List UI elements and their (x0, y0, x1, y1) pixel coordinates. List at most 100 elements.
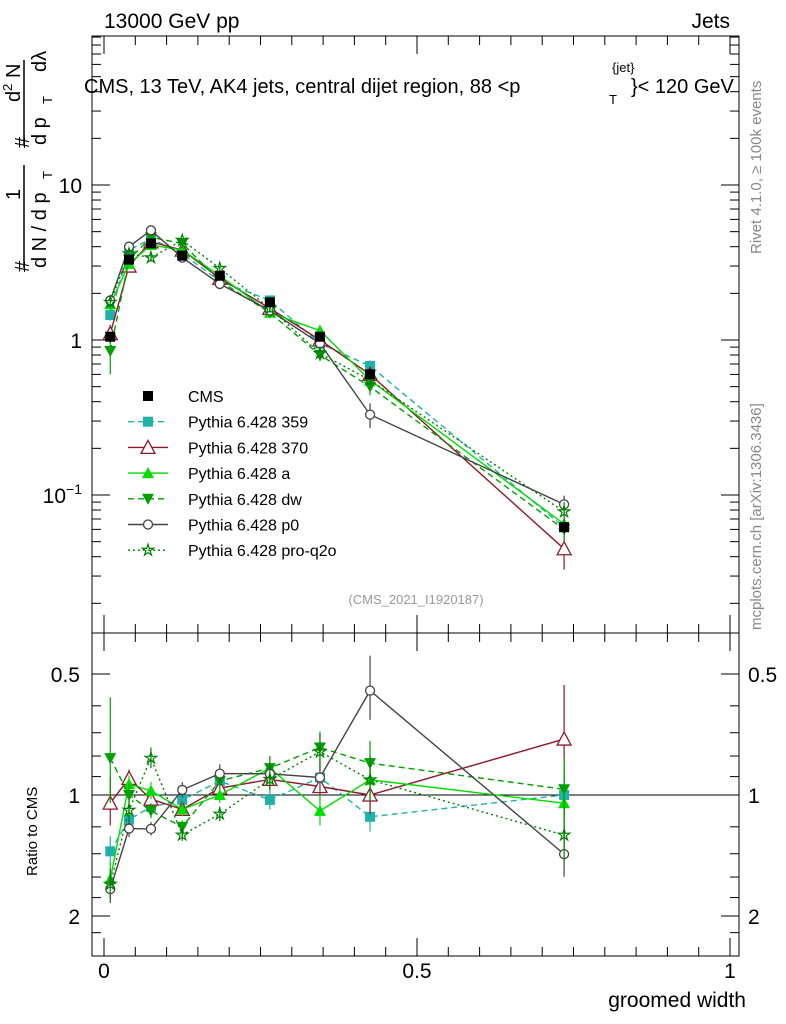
svg-text:N: N (3, 64, 25, 78)
svg-text:}< 120 GeV: }< 120 GeV (631, 76, 735, 98)
cms-data-point (145, 238, 156, 249)
x-axis-label: groomed width (608, 989, 746, 1012)
analysis-label: (CMS_2021_I1920187) (348, 592, 483, 607)
series-pythia-6-428-359-ratio-point (365, 811, 376, 822)
legend-item-pythia-6-428-370-label: Pythia 6.428 370 (188, 440, 308, 457)
legend-item-pythia-6-428-dw-marker (142, 493, 154, 505)
series-pythia-6-428-p0-ratio-point (123, 823, 135, 834)
cms-data-point (177, 250, 188, 261)
series-pythia-6-428-370 (102, 233, 573, 570)
series-pythia-6-428-a-ratio-point (176, 803, 189, 815)
series-pythia-6-428-pro-q2o-ratio-point (121, 802, 137, 817)
legend-label-cms: CMS (188, 389, 224, 406)
series-pythia-6-428-359-point (105, 309, 116, 320)
series-pythia-6-428-pro-q2o-ratio-point (102, 876, 118, 891)
ratio-tick-label-right: 2 (748, 906, 760, 929)
series-pythia-6-428-dw-ratio-point (104, 753, 117, 765)
legend-item-pythia-6-428-370: Pythia 6.428 370 (128, 439, 308, 457)
legend: CMS Pythia 6.428 359 Pythia 6.428 370 Pythi… (128, 389, 337, 560)
legend-item-pythia-6-428-dw-label: Pythia 6.428 dw (188, 492, 302, 509)
series-pythia-6-428-p0-ratio-point (314, 772, 326, 783)
legend-item-pythia-6-428-a: Pythia 6.428 a (128, 466, 290, 483)
svg-text:2: 2 (0, 84, 15, 91)
series-pythia-6-428-359-ratio-point (177, 794, 188, 805)
series-pythia-6-428-dw-ratio (104, 697, 571, 833)
series-pythia-6-428-dw (104, 232, 571, 542)
series-cms-data (105, 238, 570, 533)
series-pythia-6-428-370-point (556, 540, 573, 556)
cms-data-point (264, 297, 275, 308)
series-pythia-6-428-a-ratio-point (313, 804, 326, 816)
svg-text:#: # (12, 260, 34, 272)
svg-text:1: 1 (3, 189, 25, 200)
ratio-tick-label: 2 (68, 906, 80, 929)
header-right: Jets (691, 10, 730, 33)
series-pythia-6-428-pro-q2o-ratio-point (143, 750, 159, 765)
series-pythia-6-428-pro-q2o-point (143, 249, 159, 265)
series-pythia-6-428-pro-q2o-point (556, 503, 572, 519)
series-pythia-6-428-a-ratio (104, 756, 571, 894)
series-pythia-6-428-359-ratio (105, 764, 570, 866)
series-pythia-6-428-pro-q2o-ratio-point (262, 771, 278, 786)
series-pythia-6-428-pro-q2o-ratio-line (109, 750, 565, 885)
legend-item-pythia-6-428-pro-q2o: Pythia 6.428 pro-q2o (128, 542, 337, 560)
cms-data-point (365, 369, 376, 380)
svg-text:d p: d p (29, 117, 51, 145)
legend-item-pythia-6-428-p0-marker (142, 519, 154, 530)
series-pythia-6-428-a-ratio-point (144, 784, 157, 796)
series-pythia-6-428-a-ratio-point (123, 778, 136, 790)
legend-marker-cms (143, 391, 153, 401)
series-pythia-6-428-359-line (109, 238, 565, 528)
legend-item-pythia-6-428-p0: Pythia 6.428 p0 (128, 518, 299, 535)
cms-data-point (214, 270, 225, 281)
legend-item-pythia-6-428-pro-q2o-label: Pythia 6.428 pro-q2o (188, 543, 337, 560)
series-pythia-6-428-pro-q2o-point (174, 232, 190, 247)
series-pythia-6-428-pro-q2o-ratio-point (212, 806, 228, 821)
series-pythia-6-428-pro-q2o (102, 232, 572, 523)
cms-data-point (105, 331, 116, 342)
series-pythia-6-428-359-point (365, 360, 376, 371)
series-pythia-6-428-dw-ratio-point (144, 805, 157, 817)
main-plot-series (102, 225, 573, 570)
legend-item-pythia-6-428-359: Pythia 6.428 359 (128, 415, 308, 432)
series-pythia-6-428-pro-q2o-point (212, 260, 228, 275)
cms-data-point (314, 331, 325, 342)
axis-ticks (92, 36, 739, 956)
svg-text:d: d (3, 91, 25, 102)
series-pythia-6-428-p0-ratio (105, 655, 570, 904)
svg-text:#: # (12, 136, 34, 148)
ratio-plot-series (102, 655, 573, 904)
cms-data-point (559, 522, 570, 533)
rivet-label: Rivet 4.1.0, ≥ 100k events (748, 81, 765, 254)
svg-text:T: T (609, 92, 617, 107)
y-tick-label-0.1: 10−1 (43, 481, 83, 508)
legend-item-cms: CMS (143, 389, 224, 406)
y-axis-label-main: # 1 d N / d p T # d 2 N d p T dλ (0, 51, 55, 272)
series-pythia-6-428-p0-ratio-point (364, 685, 376, 696)
series-pythia-6-428-pro-q2o-ratio (102, 733, 572, 899)
svg-text:T: T (40, 171, 55, 179)
series-pythia-6-428-pro-q2o-ratio-point (362, 771, 378, 787)
legend-item-pythia-6-428-359-label: Pythia 6.428 359 (188, 415, 308, 432)
plot-title: CMS, 13 TeV, AK4 jets, central dijet reg… (84, 60, 735, 107)
series-pythia-6-428-370-ratio-point (556, 730, 573, 746)
series-pythia-6-428-359-ratio-point (105, 846, 116, 857)
series-pythia-6-428-p0-ratio-point (177, 784, 188, 796)
series-pythia-6-428-dw-point (104, 345, 117, 357)
legend-item-pythia-6-428-p0-label: Pythia 6.428 p0 (188, 518, 299, 535)
legend-item-pythia-6-428-a-label: Pythia 6.428 a (188, 466, 290, 483)
x-tick-label: 0.5 (402, 960, 431, 983)
series-pythia-6-428-p0-point (364, 409, 376, 420)
series-pythia-6-428-dw-ratio-point (558, 784, 571, 796)
series-pythia-6-428-p0-ratio-point (145, 823, 157, 835)
series-pythia-6-428-370-line (109, 241, 565, 550)
x-tick-label: 1 (724, 960, 736, 983)
mcplots-label: mcplots.cern.ch [arXiv:1306.3436] (748, 403, 765, 630)
series-pythia-6-428-pro-q2o-point (102, 294, 118, 309)
y-axis-label-ratio: Ratio to CMS (24, 787, 41, 876)
series-pythia-6-428-p0-point (145, 225, 157, 236)
svg-text:T: T (40, 96, 55, 104)
svg-text:CMS, 13 TeV, AK4 jets, central: CMS, 13 TeV, AK4 jets, central dijet reg… (84, 76, 520, 98)
series-pythia-6-428-pro-q2o-point (312, 345, 328, 360)
series-pythia-6-428-p0-line (109, 229, 565, 506)
